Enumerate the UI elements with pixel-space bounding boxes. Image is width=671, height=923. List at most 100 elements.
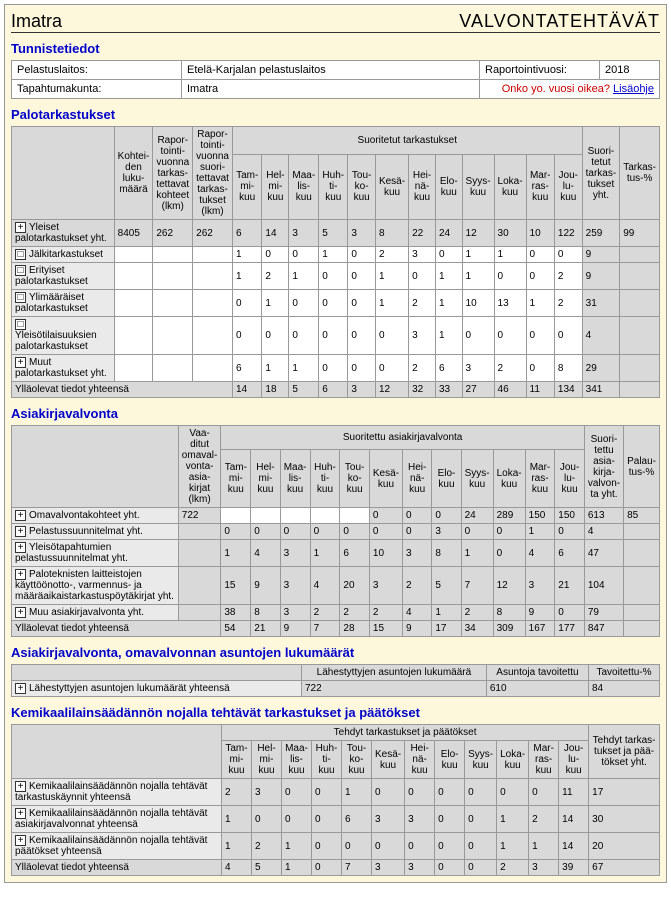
expand-icon[interactable]: □	[15, 249, 26, 260]
header-right: VALVONTATEHTÄVÄT	[459, 11, 660, 32]
table-row: +Kemikaalilainsäädännön nojalla tehtävät…	[12, 779, 660, 806]
month-col: Elo-kuu	[435, 741, 465, 779]
month-col: Maa-lis-kuu	[289, 154, 319, 219]
col-kohteiden: Kohtei-den luku-määrä	[114, 127, 153, 220]
month-col: Tam-mi-kuu	[222, 741, 252, 779]
month-col: Hei-nä-kuu	[409, 154, 436, 219]
month-col: Maa-lis-kuu	[280, 450, 310, 508]
oma-col-1: Asuntoja tavoitettu	[486, 665, 588, 681]
oma-table: Lähestyttyjen asuntojen lukumäärä Asunto…	[11, 664, 660, 697]
month-col: Kesä-kuu	[375, 154, 408, 219]
month-col: Elo-kuu	[435, 154, 462, 219]
month-col: Tou-ko-kuu	[348, 154, 376, 219]
col-tark: Tarkas-tus-%	[620, 127, 660, 220]
table-row: +Muut palotarkastukset yht.6110002632082…	[12, 355, 660, 382]
month-col: Syys-kuu	[462, 154, 494, 219]
section-title-palot: Palotarkastukset	[11, 107, 660, 122]
table-row: +Kemikaalilainsäädännön nojalla tehtävät…	[12, 833, 660, 860]
expand-icon[interactable]: +	[15, 808, 26, 819]
expand-icon[interactable]: +	[15, 357, 26, 368]
section-title-kemi: Kemikaalilainsäädännön nojalla tehtävät …	[11, 705, 660, 720]
oma-c: 84	[589, 681, 660, 697]
table-row: +Paloteknisten laitteistojen käyttöönott…	[12, 567, 660, 605]
kemi-table: Tehdyt tarkastukset ja päätökset Tehdyt …	[11, 724, 660, 876]
month-col: Kesä-kuu	[372, 741, 405, 779]
id-rescue-label: Pelastuslaitos:	[12, 61, 182, 80]
kemi-head: Tehdyt tarkastukset ja päätökset	[222, 725, 589, 741]
sum-row: Ylläolevat tiedot yhteensä54219728159173…	[12, 621, 660, 637]
expand-icon[interactable]: +	[15, 542, 26, 553]
sum-row: Ylläolevat tiedot yhteensä45107330023396…	[12, 860, 660, 876]
expand-icon[interactable]: +	[15, 526, 26, 537]
table-row: □Yleisötilaisuuksien palotarkastukset000…	[12, 317, 660, 355]
table-row: +Kemikaalilainsäädännön nojalla tehtävät…	[12, 806, 660, 833]
expand-icon[interactable]: □	[15, 319, 26, 330]
month-col: Tam-mi-kuu	[221, 450, 251, 508]
expand-icon[interactable]: +	[15, 781, 26, 792]
id-rescue-value: Etelä-Karjalan pelastuslaitos	[182, 61, 480, 80]
expand-icon[interactable]: +	[15, 222, 26, 233]
year-warning: Onko yo. vuosi oikea?	[502, 83, 610, 95]
oma-col-2: Tavoitettu-%	[589, 665, 660, 681]
month-col: Hei-nä-kuu	[403, 450, 432, 508]
table-row: □Erityiset palotarkastukset1210010110029	[12, 263, 660, 290]
month-col: Huh-ti-kuu	[310, 450, 340, 508]
month-col: Hel-mi-kuu	[252, 741, 282, 779]
col-months-head: Suoritetut tarkastukset	[232, 127, 582, 155]
section-title-oma: Asiakirjavalvonta, omavalvonnan asuntoje…	[11, 645, 660, 660]
header-left: Imatra	[11, 11, 62, 32]
col-pal: Palau-tus-%	[624, 426, 660, 508]
month-col: Jou-lu-kuu	[559, 741, 589, 779]
month-col: Loka-kuu	[497, 741, 529, 779]
month-col: Huh-ti-kuu	[319, 154, 348, 219]
id-event-value: Imatra	[182, 80, 480, 99]
col-vaad: Vaa-ditut omaval-vonta-asia-kirjat (lkm)	[178, 426, 221, 508]
more-info-link[interactable]: Lisäohje	[613, 83, 654, 95]
month-col: Hel-mi-kuu	[251, 450, 280, 508]
month-col: Elo-kuu	[432, 450, 461, 508]
table-row: +Pelastussuunnitelmat yht.0000000300104	[12, 524, 660, 540]
col-rapor1: Rapor-tointi-vuonna tarkas-tettavat koht…	[153, 127, 193, 220]
expand-icon[interactable]: □	[15, 292, 26, 303]
expand-icon[interactable]: +	[15, 569, 26, 580]
id-event-label: Tapahtumakunta:	[12, 80, 182, 99]
table-row: +Yleiset palotarkastukset yht.8405262262…	[12, 220, 660, 247]
expand-icon[interactable]: +	[15, 683, 26, 694]
oma-row-label: Lähestyttyjen asuntojen lukumäärät yhtee…	[29, 683, 230, 694]
month-col: Mar-ras-kuu	[529, 741, 559, 779]
month-col: Loka-kuu	[493, 450, 525, 508]
id-table: Pelastuslaitos: Etelä-Karjalan pelastusl…	[11, 60, 660, 99]
table-row: □Jälkitarkastukset1001023011009	[12, 247, 660, 263]
month-col: Loka-kuu	[494, 154, 526, 219]
col-asiak-yht: Suori-tettu asia-kirja-valvon-ta yht.	[584, 426, 623, 508]
table-row: □Ylimääräiset palotarkastukset0100012110…	[12, 290, 660, 317]
month-col: Tam-mi-kuu	[232, 154, 261, 219]
oma-a: 722	[302, 681, 487, 697]
palot-table: Kohtei-den luku-määrä Rapor-tointi-vuonn…	[11, 126, 660, 398]
oma-b: 610	[486, 681, 588, 697]
month-col: Maa-lis-kuu	[282, 741, 312, 779]
table-row: +Omavalvontakohteet yht.7220002428915015…	[12, 508, 660, 524]
asiak-table: Vaa-ditut omaval-vonta-asia-kirjat (lkm)…	[11, 425, 660, 637]
expand-icon[interactable]: □	[15, 265, 26, 276]
id-year-value: 2018	[600, 61, 660, 80]
table-row: +Yleisötapahtumien pelastussuunnitelmat …	[12, 540, 660, 567]
month-col: Hel-mi-kuu	[262, 154, 289, 219]
month-col: Tou-ko-kuu	[342, 741, 372, 779]
kemi-yht: Tehdyt tarkas-tukset ja pää-tökset yht.	[589, 725, 660, 779]
month-col: Huh-ti-kuu	[312, 741, 342, 779]
month-col: Hei-nä-kuu	[405, 741, 435, 779]
month-col: Tou-ko-kuu	[340, 450, 370, 508]
month-col: Mar-ras-kuu	[525, 450, 555, 508]
id-year-label: Raportointivuosi:	[480, 61, 600, 80]
oma-col-0: Lähestyttyjen asuntojen lukumäärä	[302, 665, 487, 681]
expand-icon[interactable]: +	[15, 607, 26, 618]
expand-icon[interactable]: +	[15, 510, 26, 521]
section-title-asiak: Asiakirjavalvonta	[11, 406, 660, 421]
month-col: Mar-ras-kuu	[526, 154, 554, 219]
sum-row: Ylläolevat tiedot yhteensä14185631232332…	[12, 382, 660, 398]
expand-icon[interactable]: +	[15, 835, 26, 846]
col-asiak-head: Suoritettu asiakirjavalvonta	[221, 426, 584, 450]
col-suor-yht: Suori-tetut tarkas-tukset yht.	[582, 127, 620, 220]
col-rapor2: Rapor-tointi-vuonna suori-tettavat tarka…	[193, 127, 233, 220]
